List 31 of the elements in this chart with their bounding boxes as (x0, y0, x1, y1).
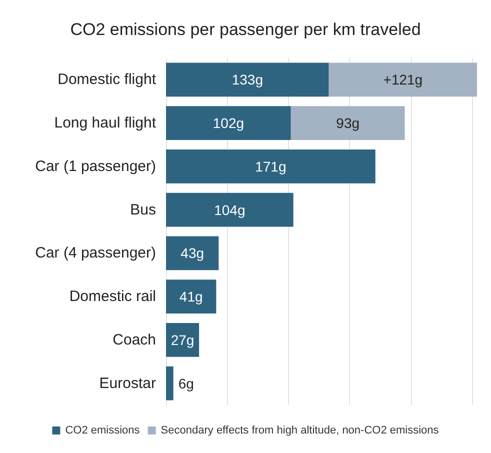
y-tick-label: Car (4 passenger) (35, 244, 156, 262)
bar (166, 150, 376, 184)
data-label: 6g (178, 375, 194, 392)
bar (166, 366, 174, 400)
data-label: 43g (180, 245, 204, 262)
bar (166, 280, 216, 314)
bar (166, 106, 291, 140)
legend-label: Secondary effects from high altitude, non-CO2 emissions (160, 424, 440, 436)
chart-title: CO2 emissions per passenger per km traveled (70, 20, 421, 39)
y-tick-label: Domestic rail (69, 288, 156, 306)
data-label: 93g (336, 115, 360, 132)
bar (166, 62, 329, 97)
data-label: 27g (170, 332, 194, 348)
data-label: 171g (255, 158, 286, 174)
y-tick-label: Domestic flight (58, 71, 157, 88)
data-label: 133g (232, 72, 263, 88)
bar (166, 236, 219, 270)
data-label: 104g (214, 202, 246, 218)
bar (290, 106, 405, 140)
legend-label: CO2 emissions (65, 424, 140, 436)
data-label: +121g (383, 72, 423, 88)
y-tick-label: Car (1 passenger) (35, 158, 156, 175)
bar (166, 323, 200, 357)
bar (328, 62, 477, 97)
y-tick-label: Bus (130, 201, 156, 218)
data-label: 102g (212, 115, 244, 132)
y-tick-label: Long haul flight (54, 114, 157, 132)
y-tick-label: Eurostar (99, 374, 156, 392)
y-tick-label: Coach (112, 331, 156, 348)
bar (166, 192, 294, 227)
data-label: 41g (179, 288, 203, 305)
